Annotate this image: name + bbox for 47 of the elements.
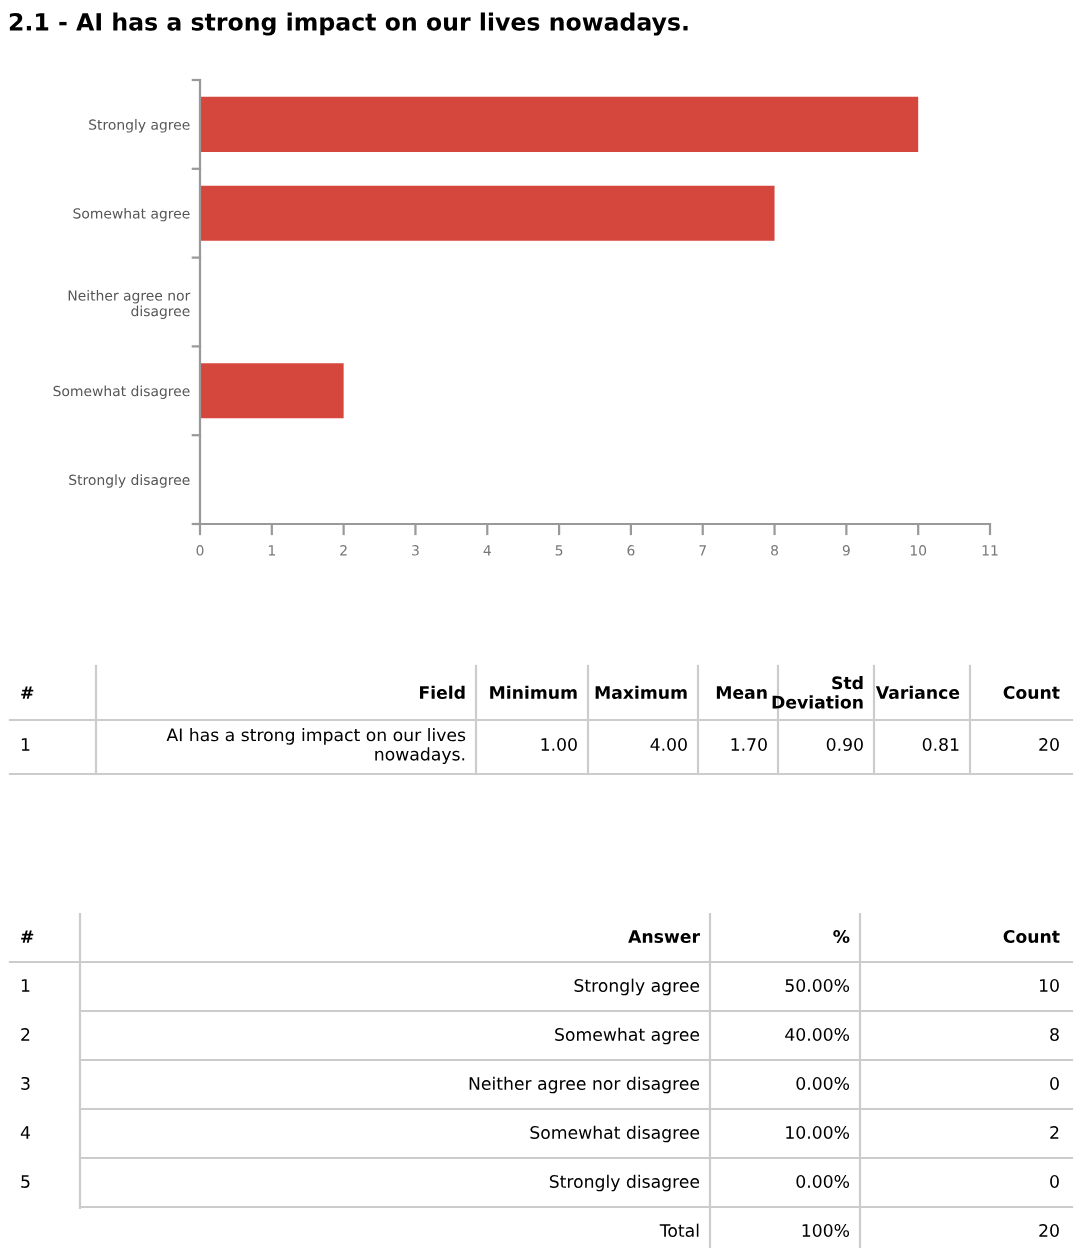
text: Count	[1003, 929, 1060, 943]
text: 0.00%	[796, 1076, 850, 1090]
text: 0	[1050, 1174, 1059, 1188]
text: Std Deviation	[772, 676, 863, 709]
bar	[200, 363, 344, 419]
text: #	[21, 686, 34, 699]
text: 3	[21, 1076, 30, 1090]
text: Somewhat agree	[555, 1027, 700, 1045]
text: Somewhat disagree	[530, 1125, 700, 1143]
bar	[200, 185, 775, 241]
text: 4.00	[650, 737, 687, 751]
text: 50.00%	[785, 978, 850, 992]
text: 1	[21, 738, 30, 751]
text: 20	[1039, 1223, 1059, 1237]
text: 10	[1039, 978, 1059, 992]
text: 8	[1050, 1027, 1059, 1041]
chart-title: 2.1 - AI has a strong impact on our lives nowadays.	[9, 12, 688, 36]
text: Minimum	[490, 685, 577, 699]
text: Strongly disagree	[549, 1174, 700, 1192]
text: 4	[20, 1126, 30, 1139]
text: Count	[1003, 685, 1060, 699]
text: 100%	[802, 1223, 850, 1237]
text: %	[833, 929, 850, 943]
text: Neither agree nor disagree	[469, 1076, 700, 1094]
text: 40.00%	[785, 1027, 850, 1041]
text: Maximum	[595, 685, 687, 699]
text: 10.00%	[786, 1125, 850, 1139]
text: Field	[420, 685, 465, 699]
text: 0	[1050, 1076, 1059, 1090]
text: Mean	[716, 686, 767, 699]
text: Variance	[875, 685, 960, 699]
text: Strongly agree	[574, 978, 700, 996]
bar	[200, 96, 919, 152]
text: 1.70	[731, 737, 767, 751]
text: 0.90	[826, 737, 863, 751]
text: AI has a strong impact on our lives nowadays.	[166, 728, 466, 764]
text: 0.00%	[796, 1174, 850, 1188]
text: 20	[1039, 737, 1059, 751]
text: #	[21, 930, 34, 943]
text: Total	[659, 1223, 699, 1237]
text: 2	[1050, 1125, 1059, 1139]
text: Answer	[628, 930, 700, 943]
text: 5	[21, 1175, 30, 1188]
text: 1	[21, 979, 30, 992]
text: 2	[21, 1027, 30, 1041]
text: 1.00	[541, 737, 577, 751]
text: 0.81	[922, 737, 959, 751]
